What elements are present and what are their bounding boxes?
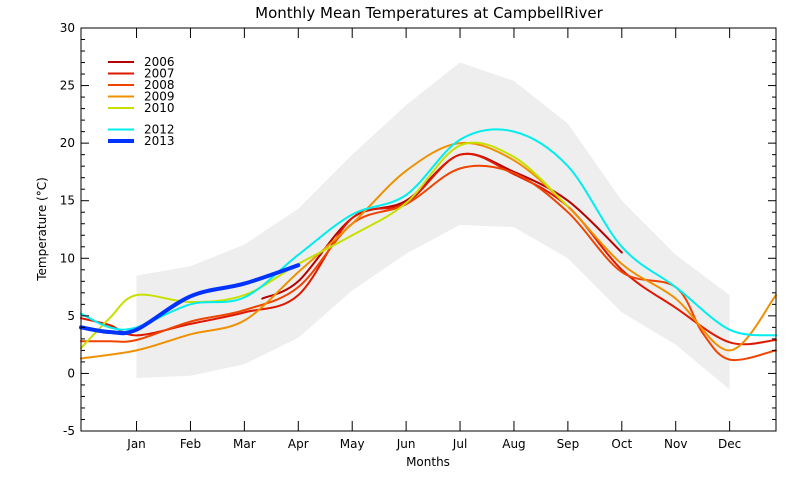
y-tick-label: 30 xyxy=(60,21,75,35)
x-tick-label-sep: Sep xyxy=(557,437,580,451)
x-tick-label-may: May xyxy=(340,437,365,451)
legend-label-2009: 2009 xyxy=(144,90,175,104)
legend-label-2007: 2007 xyxy=(144,67,175,81)
series-line-2013 xyxy=(79,263,301,336)
x-tick-label-nov: Nov xyxy=(664,437,687,451)
x-tick-label-aug: Aug xyxy=(502,437,525,451)
series-line-2009 xyxy=(80,141,777,360)
y-tick-label: 25 xyxy=(60,79,75,93)
y-tick-label: 10 xyxy=(60,251,75,265)
legend-label-2006: 2006 xyxy=(144,55,175,69)
legend-label-2012: 2012 xyxy=(144,123,175,137)
y-tick-label: 15 xyxy=(60,194,75,208)
legend-label-2010: 2010 xyxy=(144,101,175,115)
legend-label-2013: 2013 xyxy=(144,134,175,148)
y-axis-label: Temperature (°C) xyxy=(35,177,49,282)
y-tick-label: 0 xyxy=(67,366,75,380)
x-tick-label-oct: Oct xyxy=(611,437,632,451)
x-tick-label-apr: Apr xyxy=(288,437,309,451)
y-tick-label: 20 xyxy=(60,136,75,150)
x-axis-label: Months xyxy=(406,455,450,469)
normal-range-band xyxy=(136,62,730,390)
y-tick-label: -5 xyxy=(63,424,75,438)
x-tick-label-jan: Jan xyxy=(126,437,146,451)
x-tick-label-dec: Dec xyxy=(718,437,741,451)
x-tick-label-jun: Jun xyxy=(396,437,416,451)
x-tick-label-mar: Mar xyxy=(233,437,256,451)
legend-label-2008: 2008 xyxy=(144,78,175,92)
chart-title: Monthly Mean Temperatures at CampbellRiv… xyxy=(255,4,603,22)
y-tick-label: 5 xyxy=(67,309,75,323)
series-line-2010 xyxy=(80,141,569,350)
x-tick-label-feb: Feb xyxy=(180,437,201,451)
x-tick-label-jul: Jul xyxy=(452,437,467,451)
series-line-2008 xyxy=(80,164,777,362)
plot-frame xyxy=(80,27,777,432)
